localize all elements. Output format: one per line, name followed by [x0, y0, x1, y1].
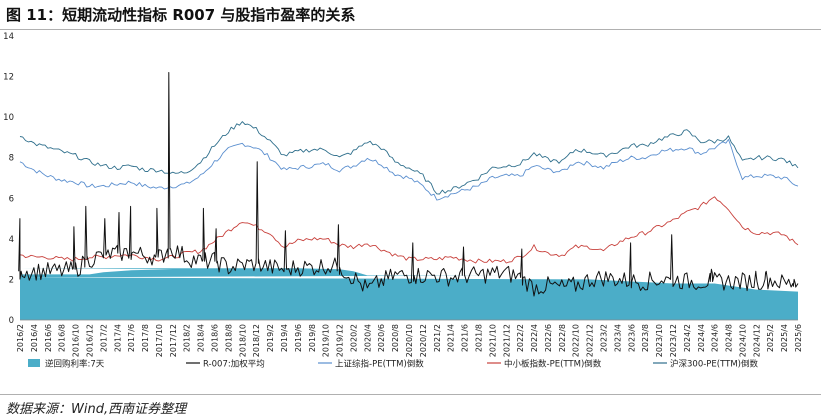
x-tick-label: 2020/2	[349, 324, 358, 352]
y-tick-label: 2	[9, 275, 14, 285]
x-tick-label: 2019/6	[294, 324, 303, 352]
x-tick-label: 2016/12	[86, 324, 95, 357]
source-divider	[0, 394, 821, 395]
legend-item-r007: R-007:加权平均	[186, 359, 265, 370]
legend-label: 逆回购利率:7天	[45, 359, 105, 370]
y-tick-label: 8	[9, 154, 14, 164]
y-tick-label: 0	[9, 316, 14, 326]
x-tick-label: 2022/6	[544, 324, 553, 352]
x-tick-label: 2022/10	[572, 324, 581, 357]
legend-item-sse-composite: 上证综指-PE(TTM)倒数	[318, 359, 424, 370]
x-tick-label: 2019/2	[266, 324, 275, 352]
x-tick-label: 2020/12	[419, 324, 428, 357]
x-tick-label: 2022/2	[516, 324, 525, 352]
legend-swatch	[28, 359, 40, 367]
x-tick-label: 2017/2	[99, 324, 108, 352]
x-tick-label: 2024/6	[711, 324, 720, 352]
x-tick-label: 2022/12	[586, 324, 595, 357]
x-tick-label: 2025/6	[794, 324, 803, 352]
x-tick-label: 2018/12	[252, 324, 261, 357]
series-line-r007	[18, 72, 799, 297]
x-tick-label: 2017/10	[155, 324, 164, 357]
title-divider	[0, 29, 821, 30]
x-tick-label: 2019/12	[336, 324, 345, 357]
y-axis: 0 2 4 6 8 10 12 14	[3, 32, 14, 326]
series-line-sme-index	[19, 196, 799, 264]
x-tick-label: 2019/4	[280, 324, 289, 352]
x-tick-label: 2024/8	[725, 324, 734, 352]
x-tick-label: 2017/4	[113, 324, 122, 352]
x-axis: 2016/2 2016/4 2016/6 2016/8 2016/10 2016/12 20…	[16, 319, 803, 357]
x-tick-label: 2025/2	[766, 324, 775, 352]
x-tick-label: 2021/6	[461, 324, 470, 352]
x-tick-label: 2016/10	[72, 324, 81, 357]
legend-label: 上证综指-PE(TTM)倒数	[335, 359, 424, 370]
series-line-csi300	[19, 121, 799, 195]
x-tick-label: 2020/10	[405, 324, 414, 357]
x-tick-label: 2020/8	[391, 324, 400, 352]
x-tick-label: 2021/10	[488, 324, 497, 357]
legend-label: 中小板指数-PE(TTM)倒数	[504, 359, 602, 370]
y-tick-label: 6	[9, 194, 14, 204]
x-tick-label: 2023/2	[600, 324, 609, 352]
legend-item-sme-index: 中小板指数-PE(TTM)倒数	[487, 359, 602, 370]
x-tick-label: 2023/12	[669, 324, 678, 357]
x-tick-label: 2024/10	[738, 324, 747, 357]
y-tick-label: 10	[3, 113, 14, 123]
x-tick-label: 2016/4	[30, 324, 39, 352]
x-tick-label: 2023/6	[627, 324, 636, 352]
x-tick-label: 2020/6	[377, 324, 386, 352]
x-tick-label: 2018/4	[197, 324, 206, 352]
x-tick-label: 2020/4	[363, 324, 372, 352]
y-tick-label: 14	[3, 32, 14, 42]
legend-item-csi300: 沪深300-PE(TTM)倒数	[653, 359, 758, 370]
x-tick-label: 2023/10	[655, 324, 664, 357]
x-tick-label: 2016/6	[44, 324, 53, 352]
x-tick-label: 2021/2	[433, 324, 442, 352]
x-tick-label: 2017/6	[127, 324, 136, 352]
legend: 逆回购利率:7天 R-007:加权平均 上证综指-PE(TTM)倒数 中小板指数-PE…	[28, 359, 758, 370]
x-tick-label: 2023/4	[613, 324, 622, 352]
x-tick-label: 2024/4	[697, 324, 706, 352]
series-area-reverse-repo	[20, 268, 798, 320]
x-tick-label: 2019/10	[322, 324, 331, 357]
x-tick-label: 2019/8	[308, 324, 317, 352]
y-tick-label: 4	[9, 235, 14, 245]
x-tick-label: 2021/4	[447, 324, 456, 352]
x-tick-label: 2024/12	[752, 324, 761, 357]
series-line-sse-composite	[19, 139, 799, 201]
series-lines	[18, 72, 799, 297]
x-tick-label: 2018/8	[224, 324, 233, 352]
x-tick-label: 2024/2	[683, 324, 692, 352]
legend-item-reverse-repo: 逆回购利率:7天	[28, 359, 105, 370]
y-tick-label: 12	[3, 73, 14, 83]
x-tick-label: 2022/8	[558, 324, 567, 352]
x-tick-label: 2021/12	[502, 324, 511, 357]
x-tick-label: 2017/12	[169, 324, 178, 357]
x-tick-label: 2021/8	[475, 324, 484, 352]
figure-title: 图 11：短期流动性指标 R007 与股指市盈率的关系	[6, 6, 356, 24]
legend-label: R-007:加权平均	[203, 359, 265, 370]
x-tick-label: 2016/2	[16, 324, 25, 352]
source-note: 数据来源：Wind,西南证券整理	[6, 402, 187, 417]
x-tick-label: 2016/8	[58, 324, 67, 352]
x-tick-label: 2022/4	[530, 324, 539, 352]
x-tick-label: 2018/2	[183, 324, 192, 352]
x-tick-label: 2018/6	[211, 324, 220, 352]
x-tick-label: 2018/10	[238, 324, 247, 357]
x-tick-label: 2017/8	[141, 324, 150, 352]
legend-label: 沪深300-PE(TTM)倒数	[670, 359, 758, 370]
reverse-repo-area	[20, 268, 798, 320]
x-tick-label: 2025/4	[780, 324, 789, 352]
x-tick-label: 2023/8	[641, 324, 650, 352]
